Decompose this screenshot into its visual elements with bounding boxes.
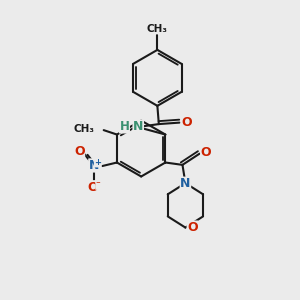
Text: N: N	[89, 159, 99, 172]
Text: O: O	[187, 221, 198, 234]
Text: CH₃: CH₃	[73, 124, 94, 134]
Text: +: +	[94, 158, 101, 167]
Text: CH₃: CH₃	[147, 24, 168, 34]
Text: O: O	[201, 146, 211, 159]
Text: N: N	[133, 120, 143, 133]
Text: H: H	[119, 120, 129, 133]
Text: O: O	[74, 145, 85, 158]
Text: N: N	[180, 177, 190, 190]
Text: ⁻: ⁻	[96, 180, 100, 189]
Text: O: O	[88, 181, 98, 194]
Text: O: O	[181, 116, 192, 129]
